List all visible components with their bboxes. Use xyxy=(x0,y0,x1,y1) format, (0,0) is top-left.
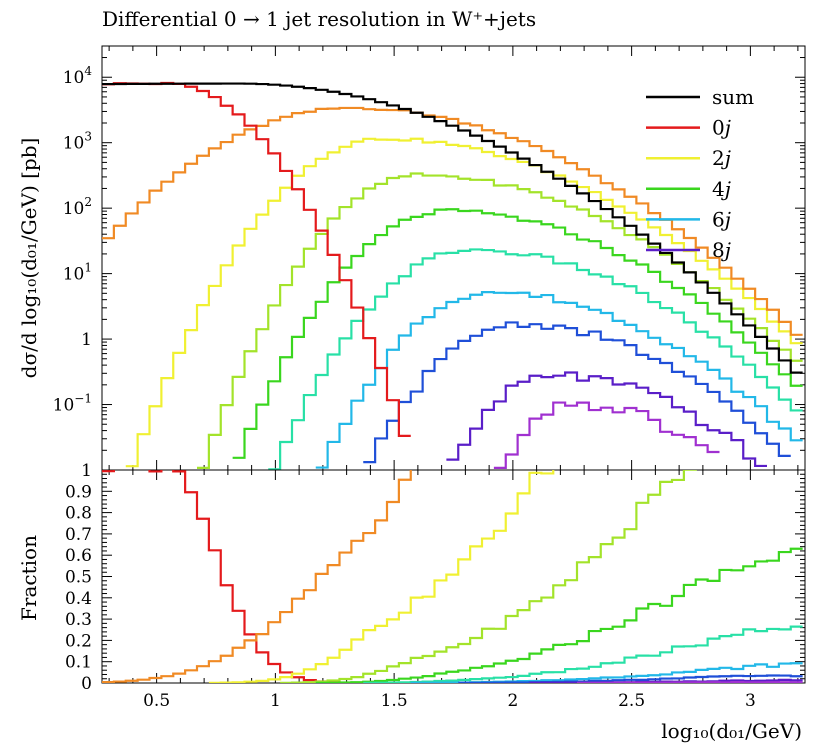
series-4j xyxy=(232,208,803,459)
chart-title: Differential 0 → 1 jet resolution in W⁺+… xyxy=(102,7,536,31)
legend-label-2j: 2j xyxy=(712,146,731,170)
main-panel: 10−1 1 101 102 103 104 1 xyxy=(53,45,806,481)
series-6j xyxy=(315,291,803,469)
ratio-tick-label: 0.9 xyxy=(65,482,92,502)
legend-label-6j: 6j xyxy=(712,207,731,231)
x-tick-label: 3 xyxy=(745,691,756,711)
ratio-tick-label: 0.6 xyxy=(65,546,92,566)
ratio-axis-title: Fraction xyxy=(17,535,41,621)
series-7j xyxy=(363,321,791,464)
x-tick-label: 1 xyxy=(270,691,281,711)
ratio-tick-label: 0.3 xyxy=(65,610,92,630)
legend-label-4j: 4j xyxy=(712,177,731,201)
series-sum xyxy=(102,82,803,374)
x-tick-label: 0.5 xyxy=(143,691,170,711)
main-frame xyxy=(101,45,806,471)
y-tick-label: 103 xyxy=(63,130,92,154)
x-axis-title: log₁₀(d₀₁/GeV) xyxy=(661,719,802,743)
series-3j xyxy=(197,172,803,469)
series-9j xyxy=(493,401,720,469)
ratio-tick-label: 0.2 xyxy=(65,631,92,651)
fraction-9j xyxy=(577,681,803,683)
y-tick-label: 10−1 xyxy=(53,392,92,416)
y-tick-label: 102 xyxy=(63,195,92,219)
fraction-2j xyxy=(208,470,555,683)
ratio-tick-label: 0 xyxy=(81,674,92,694)
ratio-tick-label: 0.4 xyxy=(65,589,92,609)
x-tick-label: 1.5 xyxy=(381,691,408,711)
fraction-7j xyxy=(458,674,803,683)
ratio-panel: 0.5 1 1.5 2 2.5 300.10.20.30.40.50.60.70.80.9 xyxy=(65,469,806,711)
x-tick-label: 2 xyxy=(507,691,518,711)
ratio-tick-label: 0.8 xyxy=(65,504,92,524)
series-5j xyxy=(268,248,803,470)
y-tick-label: 1 xyxy=(81,330,92,350)
legend-label-sum: sum xyxy=(712,85,754,109)
fraction-5j xyxy=(363,625,803,683)
y-tick-label: 101 xyxy=(63,261,92,285)
fraction-1j xyxy=(102,470,412,683)
series-0j xyxy=(102,81,411,437)
y-axis-title: dσ/d log₁₀(d₀₁/GeV) [pb] xyxy=(17,138,41,379)
series-8j xyxy=(446,371,767,468)
series-1j xyxy=(102,106,803,336)
y-tick-label: 1 xyxy=(81,461,92,481)
ratio-tick-label: 0.7 xyxy=(65,525,92,545)
legend-label-0j: 0j xyxy=(712,116,731,140)
y-tick-label: 104 xyxy=(63,64,93,88)
ratio-frame xyxy=(101,469,806,684)
ratio-tick-label: 0.1 xyxy=(65,653,92,673)
fraction-4j xyxy=(315,547,803,683)
ratio-tick-label: 0.5 xyxy=(65,568,92,588)
legend: sum 0j 2j 4j 6j 8j xyxy=(646,85,754,262)
legend-label-8j: 8j xyxy=(712,238,731,262)
x-tick-label: 2.5 xyxy=(618,691,645,711)
fraction-3j xyxy=(280,470,697,683)
